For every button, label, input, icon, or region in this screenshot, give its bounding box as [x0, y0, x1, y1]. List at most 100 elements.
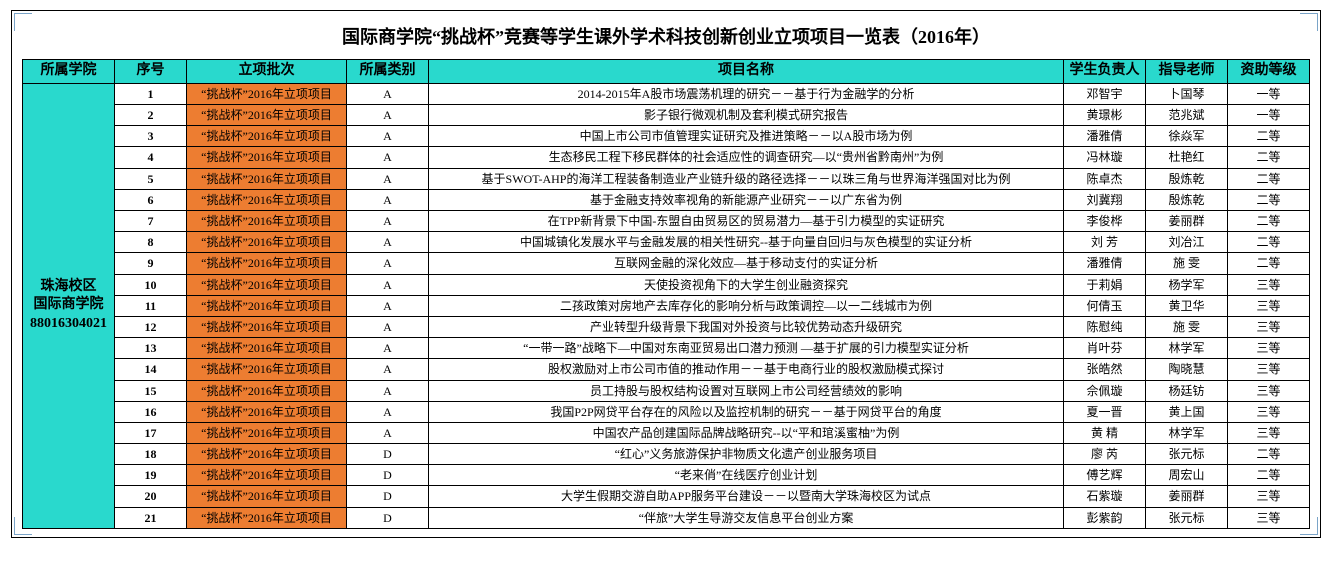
category-cell: A: [347, 359, 429, 380]
teacher-cell: 张元标: [1146, 507, 1228, 528]
table-row: 4“挑战杯”2016年立项项目A生态移民工程下移民群体的社会适应性的调查研究—以…: [23, 147, 1310, 168]
grade-cell: 二等: [1228, 189, 1310, 210]
teacher-cell: 姜丽群: [1146, 211, 1228, 232]
row-number-cell: 16: [115, 401, 187, 422]
table-row: 16“挑战杯”2016年立项项目A我国P2P网贷平台存在的风险以及监控机制的研究…: [23, 401, 1310, 422]
corner-decor: [14, 13, 32, 31]
table-header-cell: 项目名称: [429, 60, 1064, 84]
project-name-cell: “一带一路”战略下—中国对东南亚贸易出口潜力预测 —基于扩展的引力模型实证分析: [429, 338, 1064, 359]
batch-cell: “挑战杯”2016年立项项目: [187, 295, 347, 316]
project-name-cell: 我国P2P网贷平台存在的风险以及监控机制的研究－－基于网贷平台的角度: [429, 401, 1064, 422]
row-number-cell: 12: [115, 316, 187, 337]
project-name-cell: 生态移民工程下移民群体的社会适应性的调查研究—以“贵州省黔南州”为例: [429, 147, 1064, 168]
grade-cell: 三等: [1228, 507, 1310, 528]
project-name-cell: 在TPP新背景下中国-东盟自由贸易区的贸易潜力—基于引力模型的实证研究: [429, 211, 1064, 232]
category-cell: A: [347, 338, 429, 359]
leader-cell: 邓智宇: [1064, 83, 1146, 104]
leader-cell: 刘冀翔: [1064, 189, 1146, 210]
leader-cell: 石紫璇: [1064, 486, 1146, 507]
table-row: 8“挑战杯”2016年立项项目A中国城镇化发展水平与金融发展的相关性研究--基于…: [23, 232, 1310, 253]
category-cell: A: [347, 126, 429, 147]
grade-cell: 二等: [1228, 253, 1310, 274]
college-cell: 珠海校区国际商学院88016304021: [23, 83, 115, 528]
table-row: 14“挑战杯”2016年立项项目A股权激励对上市公司市值的推动作用－－基于电商行…: [23, 359, 1310, 380]
category-cell: A: [347, 274, 429, 295]
table-row: 21“挑战杯”2016年立项项目D“伴旅”大学生导游交友信息平台创业方案彭紫韵张…: [23, 507, 1310, 528]
teacher-cell: 张元标: [1146, 444, 1228, 465]
table-row: 17“挑战杯”2016年立项项目A中国农产品创建国际品牌战略研究--以“平和琯溪…: [23, 422, 1310, 443]
row-number-cell: 4: [115, 147, 187, 168]
corner-decor: [14, 517, 32, 535]
row-number-cell: 5: [115, 168, 187, 189]
grade-cell: 二等: [1228, 232, 1310, 253]
batch-cell: “挑战杯”2016年立项项目: [187, 126, 347, 147]
teacher-cell: 周宏山: [1146, 465, 1228, 486]
category-cell: D: [347, 507, 429, 528]
teacher-cell: 施 雯: [1146, 253, 1228, 274]
grade-cell: 三等: [1228, 401, 1310, 422]
grade-cell: 二等: [1228, 168, 1310, 189]
row-number-cell: 10: [115, 274, 187, 295]
batch-cell: “挑战杯”2016年立项项目: [187, 211, 347, 232]
project-name-cell: 大学生假期交游自助APP服务平台建设－－以暨南大学珠海校区为试点: [429, 486, 1064, 507]
teacher-cell: 杨学军: [1146, 274, 1228, 295]
row-number-cell: 13: [115, 338, 187, 359]
grade-cell: 三等: [1228, 422, 1310, 443]
category-cell: D: [347, 465, 429, 486]
page-title: 国际商学院“挑战杯”竞赛等学生课外学术科技创新创业立项项目一览表（2016年）: [22, 23, 1310, 49]
corner-decor: [1300, 13, 1318, 31]
leader-cell: 潘雅倩: [1064, 253, 1146, 274]
row-number-cell: 21: [115, 507, 187, 528]
row-number-cell: 15: [115, 380, 187, 401]
teacher-cell: 黄上国: [1146, 401, 1228, 422]
table-header-cell: 所属类别: [347, 60, 429, 84]
table-row: 11“挑战杯”2016年立项项目A二孩政策对房地产去库存化的影响分析与政策调控—…: [23, 295, 1310, 316]
table-header-cell: 指导老师: [1146, 60, 1228, 84]
batch-cell: “挑战杯”2016年立项项目: [187, 232, 347, 253]
project-name-cell: 2014-2015年A股市场震荡机理的研究－－基于行为金融学的分析: [429, 83, 1064, 104]
category-cell: A: [347, 105, 429, 126]
row-number-cell: 3: [115, 126, 187, 147]
row-number-cell: 1: [115, 83, 187, 104]
leader-cell: 张皓然: [1064, 359, 1146, 380]
teacher-cell: 杜艳红: [1146, 147, 1228, 168]
table-row: 3“挑战杯”2016年立项项目A中国上市公司市值管理实证研究及推进策略－－以A股…: [23, 126, 1310, 147]
grade-cell: 三等: [1228, 295, 1310, 316]
table-header-cell: 资助等级: [1228, 60, 1310, 84]
project-name-cell: 股权激励对上市公司市值的推动作用－－基于电商行业的股权激励模式探讨: [429, 359, 1064, 380]
project-name-cell: 基于金融支持效率视角的新能源产业研究－－以广东省为例: [429, 189, 1064, 210]
grade-cell: 二等: [1228, 126, 1310, 147]
grade-cell: 三等: [1228, 486, 1310, 507]
batch-cell: “挑战杯”2016年立项项目: [187, 253, 347, 274]
table-row: 7“挑战杯”2016年立项项目A在TPP新背景下中国-东盟自由贸易区的贸易潜力—…: [23, 211, 1310, 232]
table-header-cell: 所属学院: [23, 60, 115, 84]
table-header-cell: 序号: [115, 60, 187, 84]
row-number-cell: 2: [115, 105, 187, 126]
batch-cell: “挑战杯”2016年立项项目: [187, 359, 347, 380]
project-name-cell: 员工持股与股权结构设置对互联网上市公司经营绩效的影响: [429, 380, 1064, 401]
category-cell: A: [347, 380, 429, 401]
category-cell: A: [347, 147, 429, 168]
teacher-cell: 姜丽群: [1146, 486, 1228, 507]
table-row: 5“挑战杯”2016年立项项目A基于SWOT-AHP的海洋工程装备制造业产业链升…: [23, 168, 1310, 189]
row-number-cell: 14: [115, 359, 187, 380]
batch-cell: “挑战杯”2016年立项项目: [187, 507, 347, 528]
teacher-cell: 卜国琴: [1146, 83, 1228, 104]
leader-cell: 佘佩璇: [1064, 380, 1146, 401]
table-row: 9“挑战杯”2016年立项项目A互联网金融的深化效应—基于移动支付的实证分析潘雅…: [23, 253, 1310, 274]
table-row: 13“挑战杯”2016年立项项目A“一带一路”战略下—中国对东南亚贸易出口潜力预…: [23, 338, 1310, 359]
batch-cell: “挑战杯”2016年立项项目: [187, 147, 347, 168]
project-name-cell: “红心”义务旅游保护非物质文化遗产创业服务项目: [429, 444, 1064, 465]
batch-cell: “挑战杯”2016年立项项目: [187, 401, 347, 422]
grade-cell: 三等: [1228, 274, 1310, 295]
row-number-cell: 20: [115, 486, 187, 507]
teacher-cell: 刘冶江: [1146, 232, 1228, 253]
category-cell: A: [347, 232, 429, 253]
batch-cell: “挑战杯”2016年立项项目: [187, 189, 347, 210]
leader-cell: 廖 芮: [1064, 444, 1146, 465]
project-name-cell: 影子银行微观机制及套利模式研究报告: [429, 105, 1064, 126]
row-number-cell: 19: [115, 465, 187, 486]
grade-cell: 二等: [1228, 465, 1310, 486]
table-row: 18“挑战杯”2016年立项项目D“红心”义务旅游保护非物质文化遗产创业服务项目…: [23, 444, 1310, 465]
project-name-cell: 基于SWOT-AHP的海洋工程装备制造业产业链升级的路径选择－－以珠三角与世界海…: [429, 168, 1064, 189]
